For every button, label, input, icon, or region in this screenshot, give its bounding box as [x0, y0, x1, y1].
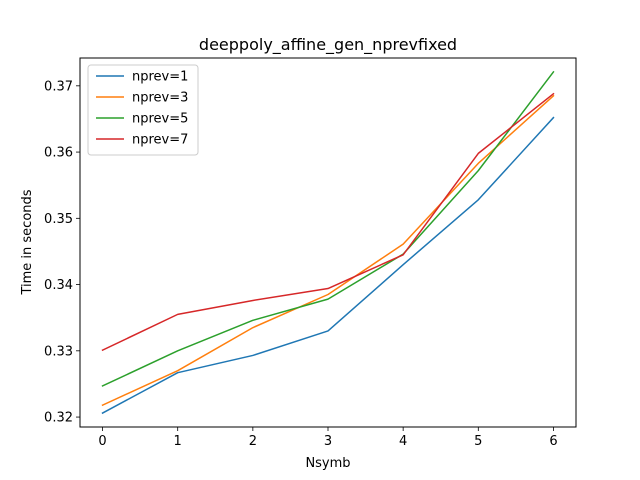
y-tick-label: 0.36 [44, 146, 73, 161]
x-tick-label: 3 [324, 434, 332, 449]
y-axis-label: Time in seconds [20, 189, 35, 295]
y-tick-label: 0.37 [44, 79, 73, 94]
y-tick-label: 0.34 [44, 278, 73, 293]
series-line-3 [101, 92, 555, 352]
legend-label-1: nprev=3 [132, 91, 188, 106]
legend-label-3: nprev=7 [132, 133, 188, 148]
legend: nprev=1 nprev=3 nprev=5 nprev=7 [87, 64, 199, 156]
series-line-2 [101, 70, 555, 387]
x-tick-label: 2 [249, 434, 257, 449]
y-tick-label: 0.35 [44, 212, 73, 227]
x-tick-label: 5 [474, 434, 482, 449]
chart-title: deeppoly_affine_gen_nprevfixed [199, 35, 457, 55]
legend-box [87, 64, 199, 156]
series-line-1 [101, 94, 555, 407]
x-axis-label: Nsymb [305, 456, 350, 471]
legend-label-2: nprev=5 [132, 112, 188, 127]
y-tick-label: 0.32 [44, 411, 73, 426]
x-axis: 0 1 2 3 4 5 6 [98, 427, 558, 449]
x-tick-label: 0 [98, 434, 106, 449]
y-axis: 0.32 0.33 0.34 0.35 0.36 0.37 [44, 79, 80, 426]
x-tick-label: 6 [549, 434, 557, 449]
series-layer [101, 70, 555, 415]
y-tick-label: 0.33 [44, 344, 73, 359]
x-tick-label: 1 [174, 434, 182, 449]
legend-label-0: nprev=1 [132, 70, 188, 85]
x-tick-label: 4 [399, 434, 407, 449]
series-line-0 [101, 116, 555, 415]
